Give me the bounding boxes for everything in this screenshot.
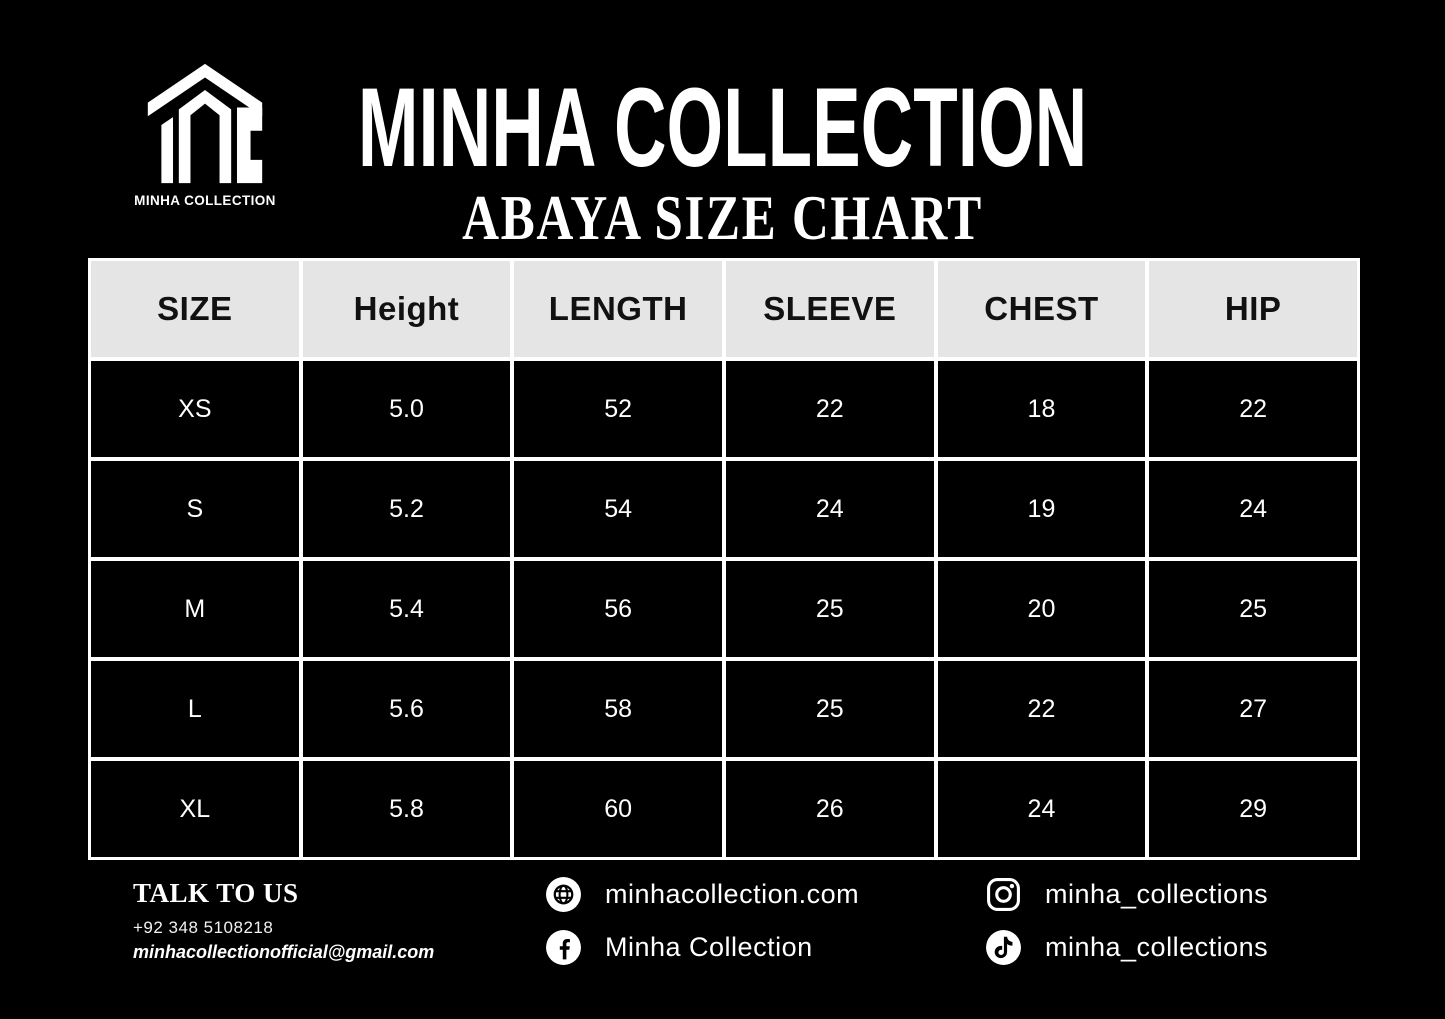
instagram-icon — [985, 876, 1022, 913]
table-cell: 5.8 — [300, 759, 513, 859]
table-cell: 18 — [935, 359, 1148, 459]
email-address: minhacollectionofficial@gmail.com — [133, 942, 435, 962]
page-title: MINHA COLLECTION — [357, 65, 1088, 190]
tiktok-icon — [985, 929, 1022, 966]
facebook-label: Minha Collection — [605, 932, 813, 962]
talk-to-us-heading: TALK TO US — [133, 878, 299, 908]
table-header-row: SIZE Height LENGTH SLEEVE CHEST HIP — [89, 259, 1359, 359]
contact-block: TALK TO US +92 348 5108218 minhacollecti… — [133, 878, 434, 963]
table-row: XL 5.8 60 26 24 29 — [89, 759, 1359, 859]
table-cell: M — [89, 559, 301, 659]
header-length: LENGTH — [512, 259, 724, 359]
header-size: SIZE — [89, 259, 301, 359]
logo-caption: MINHA COLLECTION — [134, 193, 276, 208]
table-row: XS 5.0 52 22 18 22 — [89, 359, 1359, 459]
table-row: S 5.2 54 24 19 24 — [89, 459, 1359, 559]
table-cell: 27 — [1147, 659, 1359, 759]
table-cell: 25 — [723, 559, 936, 659]
tiktok-row: minha_collections — [985, 929, 1268, 966]
table-cell: 24 — [723, 459, 936, 559]
table-cell: 29 — [1147, 759, 1359, 859]
table-cell: L — [89, 659, 301, 759]
table-row: L 5.6 58 25 22 27 — [89, 659, 1359, 759]
page-subtitle: ABAYA SIZE CHART — [462, 182, 983, 253]
header-height: Height — [300, 259, 513, 359]
brand-logo: MINHA COLLECTION — [131, 60, 279, 208]
table-cell: 25 — [723, 659, 936, 759]
table-cell: 5.4 — [300, 559, 513, 659]
table-cell: 24 — [935, 759, 1148, 859]
table-row: M 5.4 56 25 20 25 — [89, 559, 1359, 659]
table-cell: 60 — [512, 759, 724, 859]
website-label: minhacollection.com — [605, 879, 860, 909]
table-cell: S — [89, 459, 301, 559]
globe-icon — [545, 876, 582, 913]
tiktok-label: minha_collections — [1045, 932, 1269, 962]
table-cell: 26 — [723, 759, 936, 859]
social-column-right: minha_collections minha_collections — [985, 876, 1268, 982]
instagram-row: minha_collections — [985, 876, 1268, 913]
facebook-icon — [545, 929, 582, 966]
table-cell: XS — [89, 359, 301, 459]
table-cell: 56 — [512, 559, 724, 659]
table-cell: 5.0 — [300, 359, 513, 459]
table-cell: 54 — [512, 459, 724, 559]
table-cell: 52 — [512, 359, 724, 459]
table-cell: 20 — [935, 559, 1148, 659]
facebook-row: Minha Collection — [545, 929, 859, 966]
website-row: minhacollection.com — [545, 876, 859, 913]
mc-house-logo-icon — [147, 63, 263, 184]
table-cell: 58 — [512, 659, 724, 759]
table-cell: 25 — [1147, 559, 1359, 659]
table-cell: 22 — [723, 359, 936, 459]
social-column-left: minhacollection.com Minha Collection — [545, 876, 859, 982]
table-cell: 22 — [935, 659, 1148, 759]
header-hip: HIP — [1147, 259, 1359, 359]
header-sleeve: SLEEVE — [723, 259, 936, 359]
size-chart-table: SIZE Height LENGTH SLEEVE CHEST HIP XS 5… — [88, 258, 1360, 860]
table-cell: 5.2 — [300, 459, 513, 559]
table-cell: 5.6 — [300, 659, 513, 759]
table-cell: 19 — [935, 459, 1148, 559]
phone-number: +92 348 5108218 — [133, 918, 274, 937]
table-cell: XL — [89, 759, 301, 859]
table-cell: 22 — [1147, 359, 1359, 459]
table-cell: 24 — [1147, 459, 1359, 559]
instagram-label: minha_collections — [1045, 879, 1269, 909]
header-chest: CHEST — [935, 259, 1148, 359]
